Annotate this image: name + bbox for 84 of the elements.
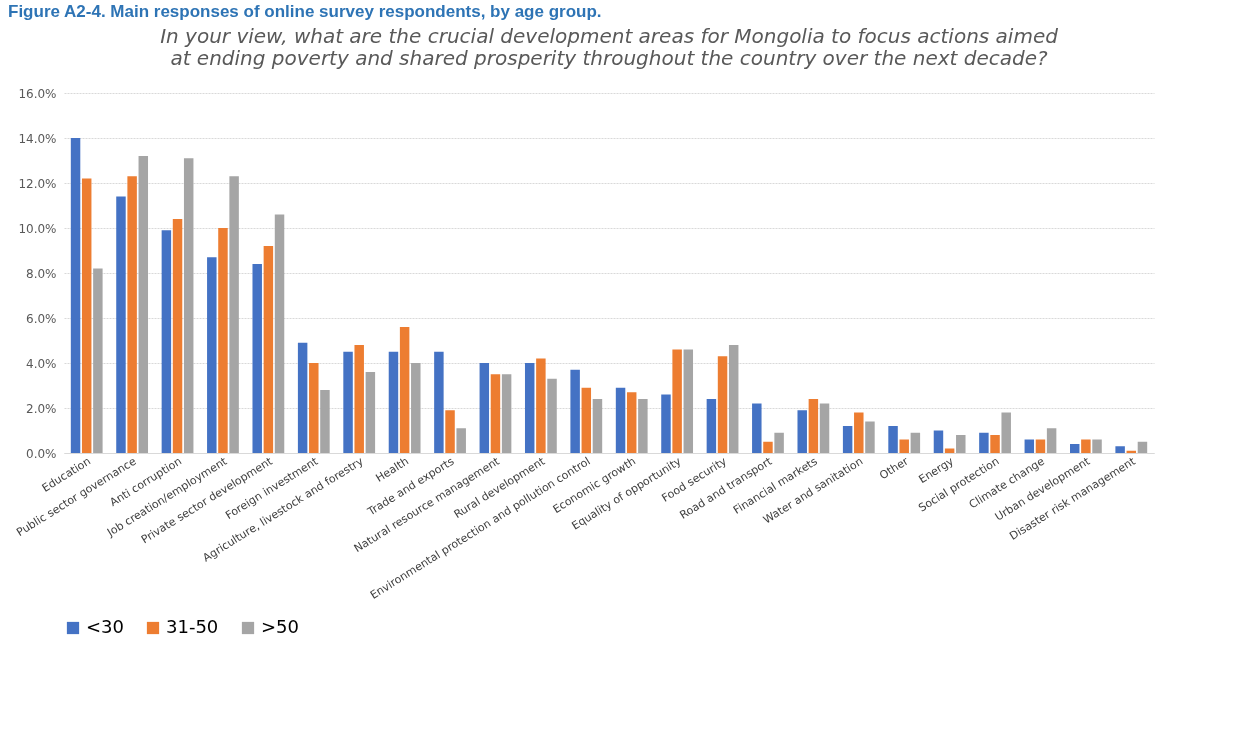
legend-label: 31-50 (166, 616, 219, 637)
bar (501, 374, 512, 453)
bar (808, 399, 819, 453)
bar (672, 349, 682, 453)
y-tick-label: 2.0% (26, 401, 57, 416)
bar (1137, 441, 1148, 453)
bar (116, 196, 126, 453)
bar (842, 426, 853, 453)
bar (207, 257, 217, 453)
bar (445, 410, 455, 453)
bar (320, 390, 330, 453)
bar (581, 387, 592, 453)
bar (274, 214, 285, 453)
bar (218, 228, 228, 453)
bar (479, 363, 490, 453)
y-tick-label: 4.0% (26, 356, 57, 371)
bar (728, 345, 739, 453)
bar (910, 432, 921, 453)
bar (70, 138, 81, 453)
bar (536, 358, 546, 453)
bar (1081, 439, 1091, 453)
bar (1046, 428, 1057, 453)
bar (854, 412, 864, 453)
bar (297, 342, 308, 453)
bar (956, 435, 966, 453)
bar (490, 374, 501, 453)
bar (774, 432, 784, 453)
bar (524, 363, 535, 453)
bar (752, 403, 762, 453)
bar (411, 363, 421, 453)
bar (1001, 412, 1011, 453)
bar (354, 345, 364, 453)
bar (547, 378, 557, 453)
bar (1024, 439, 1035, 453)
y-tick-label: 12.0% (18, 176, 57, 191)
bar (93, 268, 103, 453)
bar (683, 349, 694, 453)
y-tick-label: 0.0% (26, 446, 57, 461)
bar (661, 394, 671, 453)
bar (252, 264, 262, 453)
bar (434, 351, 444, 453)
bar (365, 372, 376, 453)
bar (933, 430, 944, 453)
bar (819, 403, 830, 453)
bar (888, 426, 898, 453)
bar (138, 156, 149, 453)
bar (399, 327, 410, 453)
bar (638, 399, 648, 453)
bar (706, 399, 717, 453)
bar (615, 387, 626, 453)
chart-title: Figure A2-4. Main responses of online survey respondents, by age group. (7, 1, 603, 22)
bar (626, 392, 637, 453)
bar (570, 369, 580, 453)
bar (263, 246, 274, 453)
bar (343, 351, 353, 453)
y-tick-label: 6.0% (26, 311, 57, 326)
legend-label: >50 (261, 616, 299, 637)
bar (161, 230, 172, 453)
bar (763, 441, 773, 453)
bar (592, 399, 603, 453)
bar (979, 432, 989, 453)
legend-label: <30 (86, 616, 124, 637)
y-tick-label: 8.0% (26, 266, 57, 281)
y-tick-label: 16.0% (18, 86, 57, 101)
bar (990, 435, 1000, 453)
y-tick-label: 14.0% (18, 131, 57, 146)
bar (172, 219, 183, 453)
bar (1092, 439, 1102, 453)
bar (899, 439, 909, 453)
bar (81, 178, 92, 453)
bar (309, 363, 319, 453)
bar (717, 356, 728, 453)
bar (229, 176, 239, 453)
bar (1035, 439, 1046, 453)
bar (183, 158, 194, 453)
bar (1069, 444, 1080, 453)
bar (797, 410, 807, 453)
bar (456, 428, 466, 453)
chart-subtitle: In your view, what are the crucial development areas for Mongolia to focus actions aimed at ending poverty and shared prosperity throughout the country over the next decade? (160, 24, 1059, 70)
bar (388, 351, 399, 453)
bar (865, 421, 875, 453)
bar (1115, 446, 1125, 453)
y-tick-label: 10.0% (18, 221, 57, 236)
bar (127, 176, 137, 453)
